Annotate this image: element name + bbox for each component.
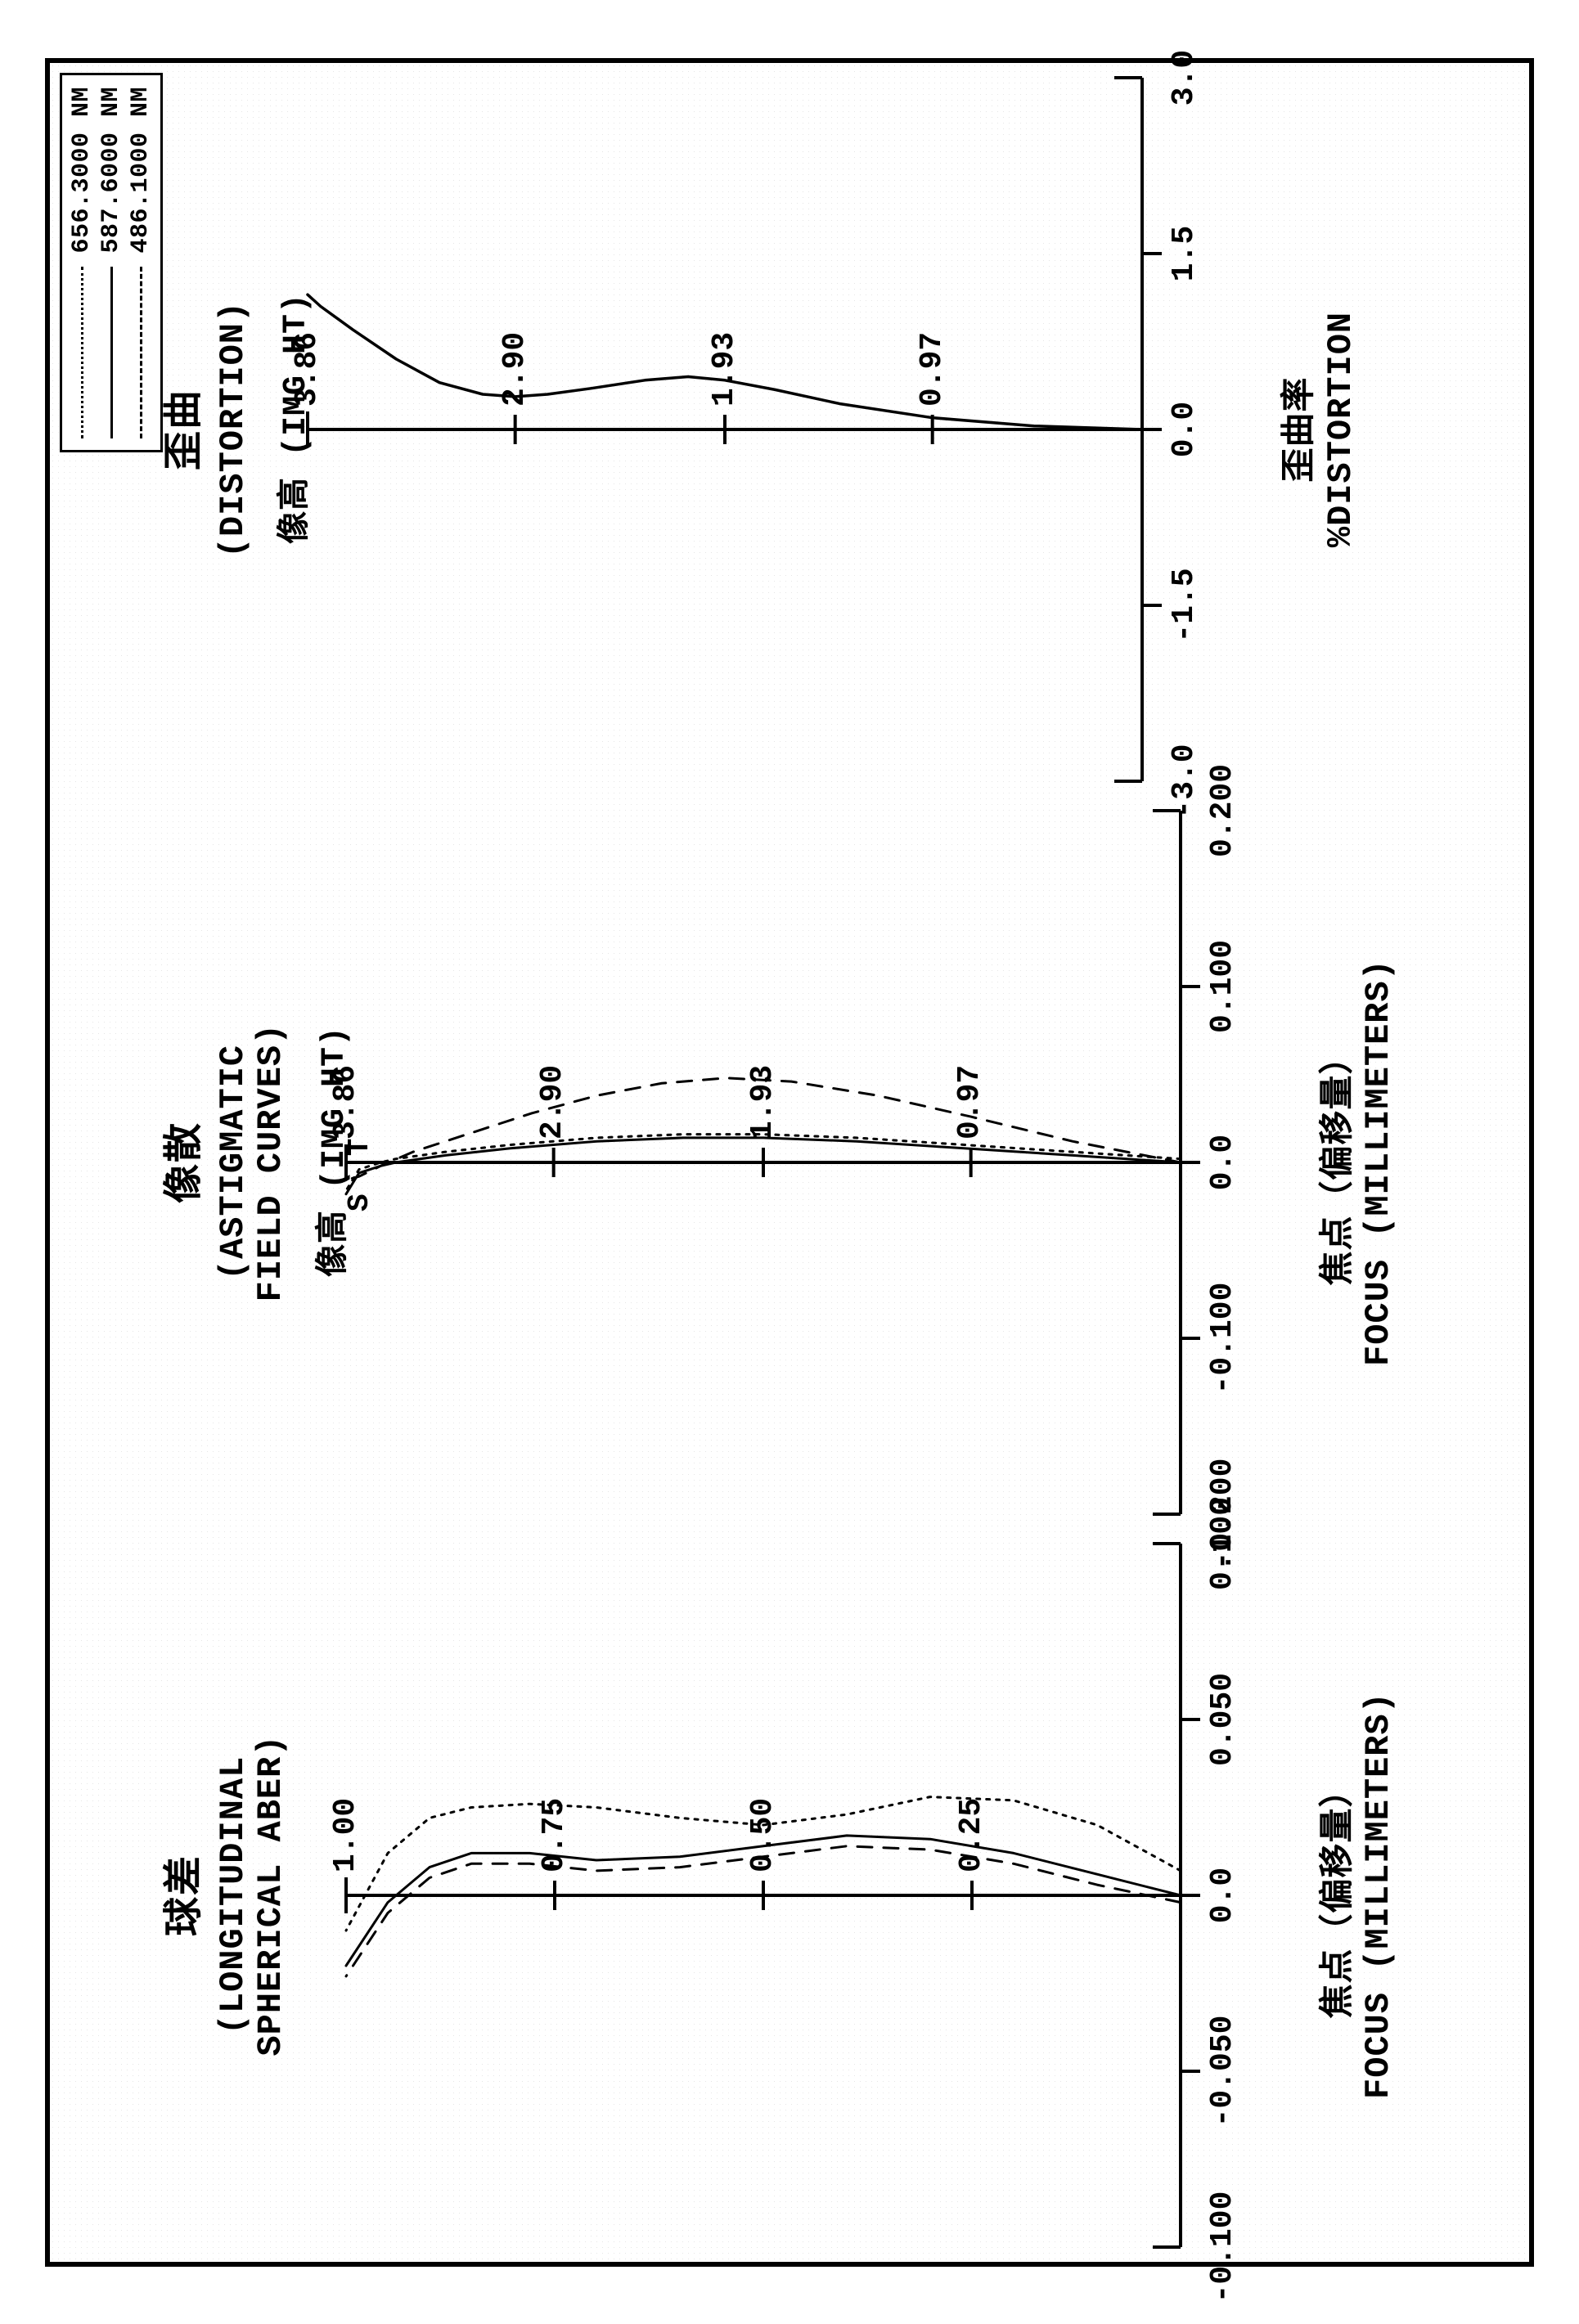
legend-label: 486.1000 NM: [127, 87, 155, 254]
chart-title-cn: 歪曲: [164, 78, 209, 781]
y-tick-label: 0.25: [954, 1797, 989, 1872]
legend-swatch: [81, 266, 83, 438]
chart-title-en: (LONGITUDINAL SPHERICAL ABER): [214, 1544, 290, 2247]
x-tick-label: -3.0: [1167, 744, 1202, 818]
x-tick-label: -0.050: [1205, 2015, 1240, 2127]
x-tick-label: 0.050: [1205, 1672, 1240, 1765]
chart-spherical: 球差(LONGITUDINAL SPHERICAL ABER) 1.00 0.75 0…: [164, 1544, 1441, 2247]
x-axis-title: 歪曲率 %DISTORTION: [1281, 78, 1361, 781]
y-tick-label: 2.90: [497, 331, 533, 406]
charts-row: 球差(LONGITUDINAL SPHERICAL ABER) 1.00 0.75 0…: [164, 63, 1480, 2262]
legend-row: 656.3000 NM: [67, 87, 97, 438]
plot-svg: [346, 1544, 1181, 2247]
plot-svg: [346, 811, 1181, 1514]
x-axis-title: 焦点（偏移量） FOCUS (MILLIMETERS): [1320, 1544, 1399, 2247]
plot-area: 1.000.750.500.25: [346, 1544, 1181, 2247]
x-tick-label: 0.0: [1167, 401, 1202, 456]
x-tick-label: -0.200: [1205, 1458, 1240, 1570]
x-tick-label: 0.100: [1205, 939, 1240, 1032]
plot-svg: [308, 78, 1142, 781]
y-tick-label: 3.86: [328, 1064, 363, 1139]
y-tick-label: 0.97: [952, 1064, 987, 1139]
legend-swatch: [140, 266, 142, 438]
legend-label: 656.3000 NM: [68, 87, 96, 254]
legend-label: 587.6000 NM: [97, 87, 125, 254]
y-tick-label: 1.93: [707, 331, 742, 406]
y-tick-label: 1.93: [745, 1064, 781, 1139]
chart-astigmatism: 像散(ASTIGMATIC FIELD CURVES)像高 (IMG HT)S …: [164, 811, 1441, 1514]
y-tick-label: 2.90: [535, 1064, 570, 1139]
y-tick-label: 3.86: [290, 331, 325, 406]
y-tick-label: 0.50: [745, 1797, 781, 1872]
y-tick-label: 0.97: [915, 331, 950, 406]
x-tick-label: 0.0: [1205, 1134, 1240, 1189]
x-tick-label: 3.0: [1167, 49, 1202, 105]
legend: 656.3000 NM587.6000 NM486.1000 NM: [60, 73, 163, 452]
legend-swatch: [110, 266, 113, 438]
chart-title-cn: 像散: [164, 811, 209, 1514]
x-axis-title: 焦点（偏移量） FOCUS (MILLIMETERS): [1320, 811, 1399, 1514]
x-tick-label: 1.5: [1167, 225, 1202, 281]
legend-row: 486.1000 NM: [126, 87, 155, 438]
legend-row: 587.6000 NM: [97, 87, 126, 438]
chart-title-en: (DISTORTION): [214, 78, 252, 781]
chart-frame: 656.3000 NM587.6000 NM486.1000 NM 球差(LON…: [45, 58, 1534, 2267]
x-tick-label: -1.5: [1167, 568, 1202, 642]
x-tick-label: -0.100: [1205, 1282, 1240, 1394]
plot-area: 3.862.901.930.97: [308, 78, 1142, 781]
chart-title-cn: 球差: [164, 1544, 209, 2247]
page: 656.3000 NM587.6000 NM486.1000 NM 球差(LON…: [0, 0, 1579, 2324]
x-tick-label: 0.0: [1205, 1867, 1240, 1922]
chart-distortion: 歪曲(DISTORTION)像高 (IMG HT)3.862.901.930.9…: [164, 78, 1441, 781]
y-tick-label: 0.75: [537, 1797, 572, 1872]
y-tick-label: 1.00: [328, 1797, 363, 1872]
chart-title-en: (ASTIGMATIC FIELD CURVES): [214, 811, 290, 1514]
x-tick-label: -0.100: [1205, 2191, 1240, 2303]
plot-area: 3.862.901.930.97: [346, 811, 1181, 1514]
